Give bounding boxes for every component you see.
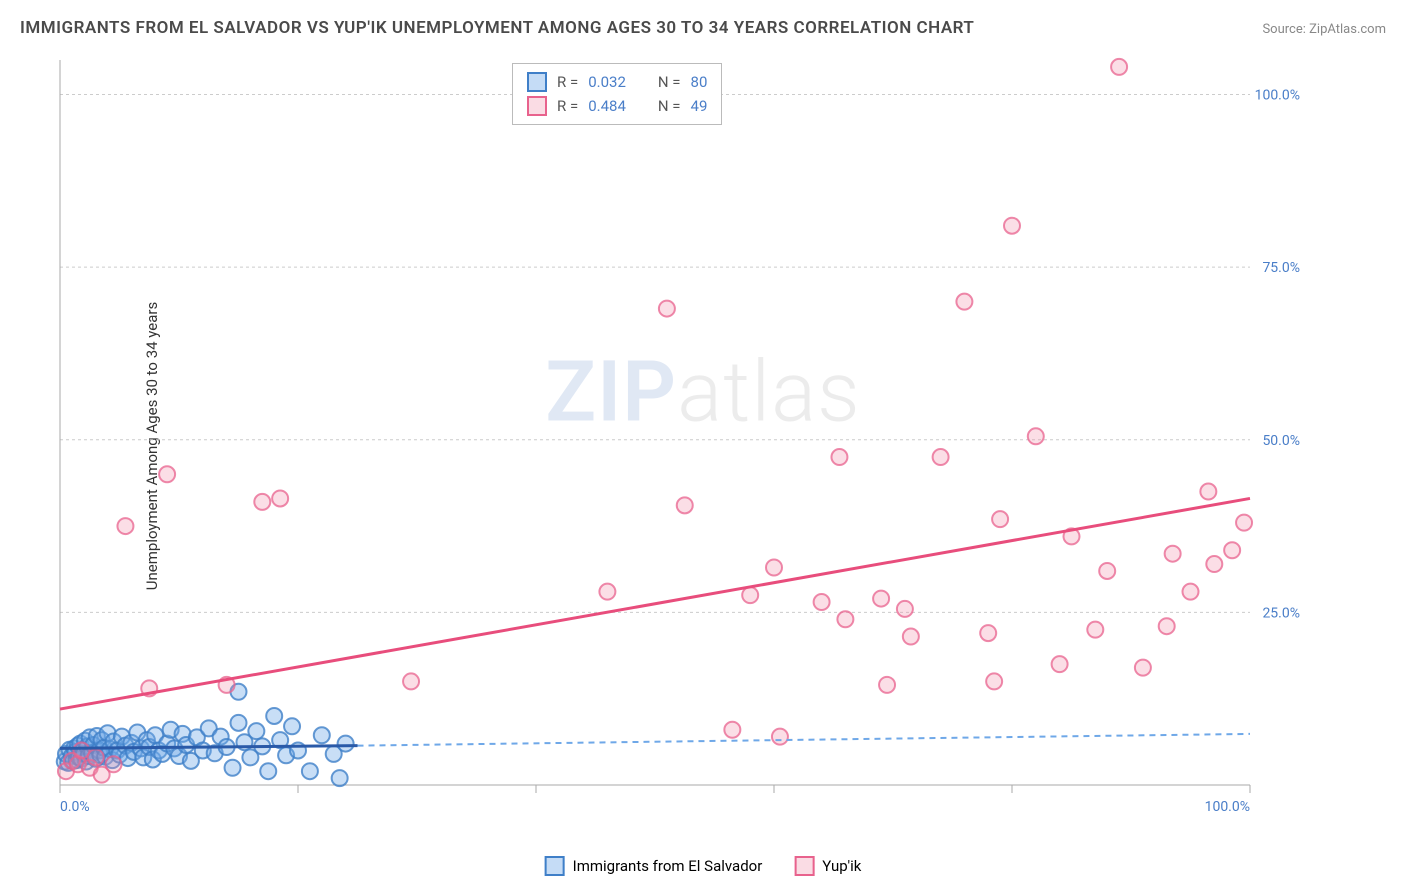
scatter-point-pink — [772, 729, 788, 745]
scatter-point-pink — [903, 629, 919, 645]
scatter-point-blue — [332, 770, 348, 786]
scatter-point-pink — [1087, 622, 1103, 638]
r-label: R = — [557, 73, 578, 91]
scatter-point-blue — [284, 718, 300, 734]
scatter-point-pink — [1159, 618, 1175, 634]
scatter-point-blue — [225, 760, 241, 776]
scatter-plot: 25.0% 50.0% 75.0% 100.0% 0.0% 100.0% — [50, 55, 1330, 825]
scatter-point-blue — [338, 736, 354, 752]
svg-text:25.0%: 25.0% — [1262, 605, 1300, 621]
swatch-blue-icon — [527, 72, 547, 92]
r-label: R = — [557, 97, 578, 115]
scatter-point-pink — [1111, 59, 1127, 75]
svg-text:75.0%: 75.0% — [1262, 260, 1300, 276]
scatter-point-pink — [956, 294, 972, 310]
svg-text:100.0%: 100.0% — [1205, 799, 1250, 815]
chart-title: IMMIGRANTS FROM EL SALVADOR VS YUP'IK UN… — [20, 18, 974, 38]
scatter-point-pink — [831, 449, 847, 465]
correlation-legend: R = 0.032 N = 80 R = 0.484 N = 49 — [512, 63, 722, 125]
legend-item-pink: Yup'ik — [794, 856, 861, 876]
r-value-pink: 0.484 — [588, 97, 626, 115]
n-value-pink: 49 — [691, 97, 708, 115]
scatter-point-pink — [677, 497, 693, 513]
scatter-point-pink — [724, 722, 740, 738]
swatch-pink-icon — [794, 856, 814, 876]
swatch-pink-icon — [527, 96, 547, 116]
scatter-point-pink — [659, 301, 675, 317]
source-link[interactable]: ZipAtlas.com — [1309, 22, 1386, 37]
scatter-point-pink — [599, 584, 615, 600]
scatter-point-pink — [933, 449, 949, 465]
scatter-point-pink — [1200, 484, 1216, 500]
scatter-point-pink — [272, 490, 288, 506]
swatch-blue-icon — [545, 856, 565, 876]
scatter-point-pink — [1028, 428, 1044, 444]
source-label: Source: — [1262, 22, 1305, 37]
scatter-point-pink — [403, 673, 419, 689]
scatter-point-pink — [873, 591, 889, 607]
scatter-point-pink — [986, 673, 1002, 689]
scatter-point-pink — [766, 560, 782, 576]
legend-label-pink: Yup'ik — [822, 857, 861, 875]
scatter-point-pink — [254, 494, 270, 510]
scatter-point-blue — [266, 708, 282, 724]
trendline-pink — [60, 498, 1250, 709]
chart-source: Source: ZipAtlas.com — [1262, 22, 1386, 37]
scatter-point-pink — [159, 466, 175, 482]
scatter-point-pink — [1052, 656, 1068, 672]
scatter-point-pink — [1224, 542, 1240, 558]
scatter-point-blue — [314, 727, 330, 743]
scatter-point-blue — [231, 715, 247, 731]
scatter-point-pink — [980, 625, 996, 641]
scatter-point-pink — [879, 677, 895, 693]
legend-item-blue: Immigrants from El Salvador — [545, 856, 763, 876]
scatter-point-pink — [1099, 563, 1115, 579]
svg-text:0.0%: 0.0% — [60, 799, 90, 815]
scatter-point-pink — [814, 594, 830, 610]
r-value-blue: 0.032 — [588, 73, 626, 91]
svg-text:100.0%: 100.0% — [1255, 88, 1300, 104]
scatter-point-pink — [106, 756, 122, 772]
series-legend: Immigrants from El Salvador Yup'ik — [545, 856, 862, 876]
scatter-point-pink — [88, 749, 104, 765]
svg-text:50.0%: 50.0% — [1262, 433, 1300, 449]
scatter-point-pink — [1004, 218, 1020, 234]
scatter-point-pink — [992, 511, 1008, 527]
trendline-blue-extrap — [358, 734, 1251, 746]
legend-row-blue: R = 0.032 N = 80 — [527, 70, 707, 94]
n-value-blue: 80 — [691, 73, 708, 91]
scatter-point-pink — [837, 611, 853, 627]
scatter-point-pink — [1165, 546, 1181, 562]
plot-svg: 25.0% 50.0% 75.0% 100.0% 0.0% 100.0% — [50, 55, 1330, 825]
scatter-point-blue — [260, 763, 276, 779]
n-label: N = — [658, 97, 681, 115]
scatter-point-pink — [117, 518, 133, 534]
scatter-point-pink — [1206, 556, 1222, 572]
scatter-point-blue — [248, 723, 264, 739]
scatter-point-pink — [897, 601, 913, 617]
scatter-point-pink — [742, 587, 758, 603]
legend-label-blue: Immigrants from El Salvador — [573, 857, 763, 875]
legend-row-pink: R = 0.484 N = 49 — [527, 94, 707, 118]
n-label: N = — [658, 73, 681, 91]
scatter-point-pink — [1183, 584, 1199, 600]
scatter-point-pink — [1135, 660, 1151, 676]
scatter-point-pink — [1236, 515, 1252, 531]
scatter-point-blue — [302, 763, 318, 779]
